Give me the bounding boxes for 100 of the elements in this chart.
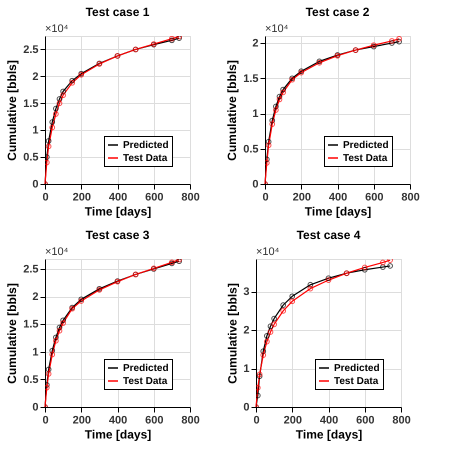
point	[256, 384, 261, 391]
point	[273, 104, 279, 110]
point	[308, 282, 314, 288]
point	[264, 333, 270, 339]
point	[362, 266, 368, 273]
legend-label: Predicted	[123, 363, 169, 374]
point	[56, 328, 62, 334]
x-tick-label: 800	[181, 414, 200, 426]
point	[56, 96, 62, 102]
y-axis-title: Cumulative [bbls]	[225, 60, 240, 161]
x-tick-label: 600	[145, 192, 164, 204]
x-tick-label: 800	[401, 192, 420, 204]
x-axis-title: Time [days]	[304, 204, 372, 218]
x-tick-label: 600	[365, 192, 384, 204]
point	[273, 107, 279, 113]
y-tick-label: 2	[252, 38, 258, 50]
x-tick-label: 0	[42, 414, 49, 426]
point	[60, 88, 66, 94]
point	[268, 329, 274, 335]
y-tick-label: 0	[32, 178, 38, 190]
y-axis-title: Cumulative [bbls]	[225, 283, 240, 384]
x-axis-title: Time [days]	[84, 204, 152, 218]
point	[269, 121, 276, 127]
y-tick-label: 2.5	[23, 263, 38, 276]
y-tick-label: 1	[32, 346, 38, 358]
point	[280, 86, 286, 92]
chart-title: Test case 3	[86, 228, 150, 242]
point	[56, 324, 62, 330]
y-tick-label: 3	[243, 286, 250, 298]
chart-title: Test case 2	[306, 5, 370, 19]
point	[265, 160, 270, 166]
point	[380, 264, 386, 270]
point	[49, 119, 56, 125]
point	[256, 392, 261, 398]
point	[49, 348, 56, 354]
point	[60, 317, 66, 324]
y-tick-label: 2	[32, 70, 38, 83]
point	[266, 142, 272, 148]
y-tick-label: 0.5	[243, 143, 258, 156]
point	[308, 286, 314, 292]
legend-label: Test Data	[123, 376, 168, 387]
point	[280, 90, 286, 96]
x-tick-label: 400	[320, 414, 338, 426]
x-tick-label: 0	[42, 192, 49, 204]
point	[268, 323, 274, 330]
y-axis-title: Cumulative [bbls]	[5, 60, 20, 161]
point	[271, 316, 277, 322]
y-tick-label: 1.5	[243, 72, 258, 85]
point	[271, 322, 277, 328]
y-tick-label: 2.5	[23, 44, 38, 56]
point	[56, 100, 62, 106]
chart-title: Test case 4	[296, 228, 361, 242]
text: ×10⁴	[265, 23, 289, 35]
point	[60, 320, 66, 326]
point	[53, 338, 59, 344]
point	[280, 308, 286, 314]
text: ×10⁴	[256, 246, 280, 258]
x-tick-label: 200	[72, 192, 91, 204]
point	[276, 96, 282, 102]
legend-label: Predicted	[343, 140, 389, 151]
y-tick-label: 0	[243, 402, 250, 414]
point	[45, 384, 50, 391]
point	[46, 366, 52, 372]
point	[289, 298, 296, 304]
point	[260, 352, 266, 358]
x-tick-label: 800	[181, 192, 200, 204]
legend-label: Predicted	[334, 363, 380, 374]
point	[53, 106, 59, 112]
point	[53, 111, 59, 117]
point	[266, 138, 272, 145]
y-tick-label: 0.5	[23, 374, 38, 386]
y-tick-label: 0	[252, 178, 258, 190]
point	[289, 293, 296, 300]
y-tick-label: 2	[32, 291, 38, 304]
x-tick-label: 400	[108, 414, 128, 426]
x-tick-label: 800	[392, 414, 411, 426]
legend-label: Predicted	[123, 140, 169, 151]
point	[46, 138, 52, 144]
x-tick-label: 400	[108, 192, 128, 204]
x-tick-label: 200	[292, 192, 311, 204]
x-tick-label: 0	[262, 192, 269, 204]
y-tick-label: 1.5	[23, 98, 38, 110]
x-axis-title: Time [days]	[296, 428, 362, 442]
x-tick-label: 200	[284, 414, 302, 426]
x-axis-title: Time [days]	[84, 428, 152, 442]
text: ×10⁴	[45, 246, 69, 258]
point	[269, 118, 276, 124]
x-tick-label: 600	[356, 414, 374, 426]
point	[49, 124, 56, 130]
legend-label: Test Data	[123, 153, 168, 164]
point	[260, 348, 266, 354]
point	[46, 143, 52, 150]
x-tick-label: 200	[72, 414, 91, 426]
chart-title: Test case 1	[86, 5, 150, 19]
point	[60, 92, 66, 98]
text: ×10⁴	[45, 23, 69, 35]
point	[69, 80, 76, 86]
y-tick-label: 0.5	[23, 152, 38, 164]
point	[264, 338, 270, 344]
point	[45, 160, 50, 166]
